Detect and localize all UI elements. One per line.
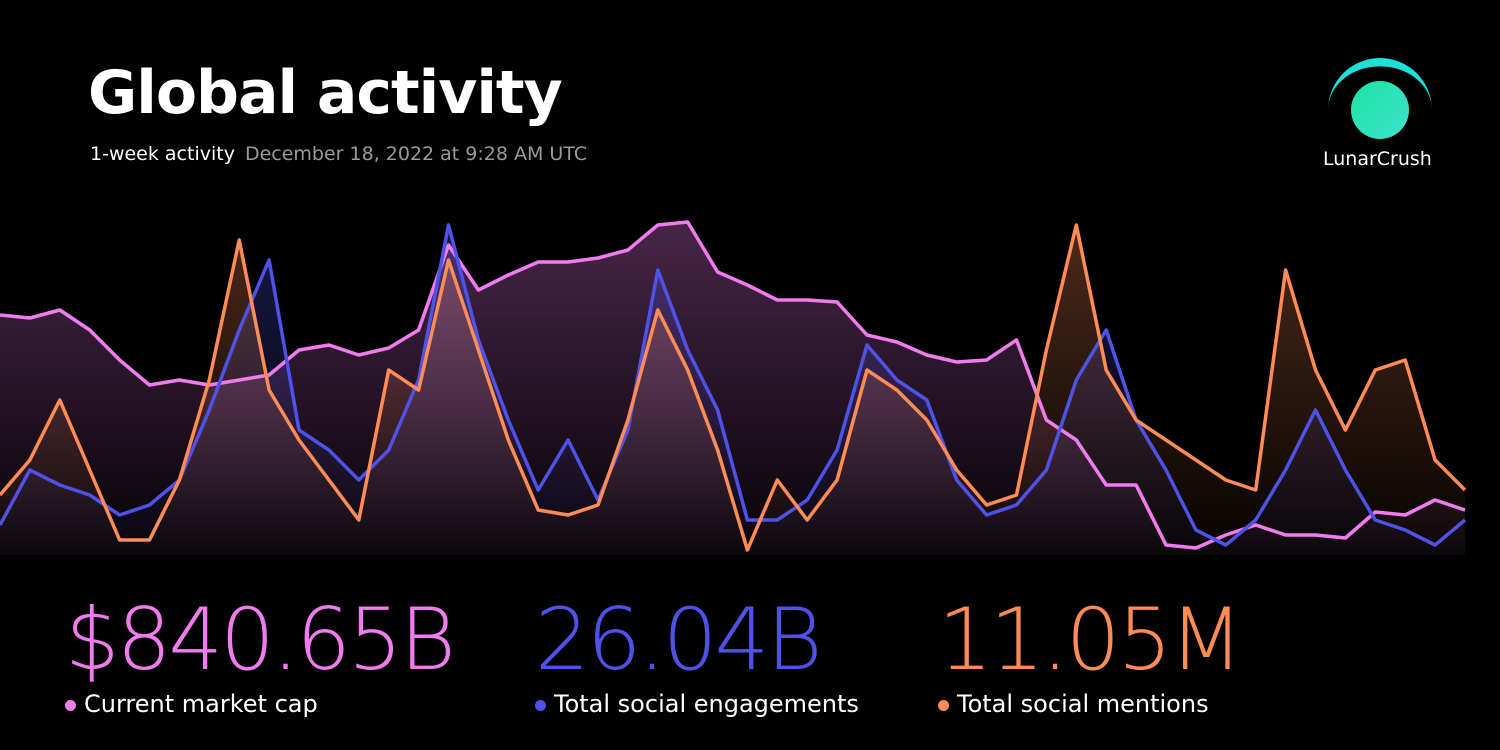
legend-label: Current market cap xyxy=(84,690,318,718)
logo-circle xyxy=(1351,81,1409,139)
subtitle-row: 1-week activity December 18, 2022 at 9:28… xyxy=(90,143,587,165)
legend-entry: Current market cap xyxy=(65,690,453,718)
stat-value: 11.05M xyxy=(938,590,1243,690)
logo xyxy=(1328,58,1432,139)
legend-label: Total social engagements xyxy=(554,690,859,718)
stat-value: 26.04B xyxy=(535,590,823,690)
legend-dot xyxy=(938,699,949,711)
series-line xyxy=(0,220,1466,550)
title: Global activity xyxy=(88,58,563,128)
date: December 18, 2022 at 9:28 AM UTC xyxy=(244,143,588,165)
legend-label: Total social mentions xyxy=(957,690,1209,718)
legend-entry: Total social mentions xyxy=(938,690,1240,718)
stat: 11.05M Total social mentions xyxy=(938,590,1243,718)
series-line xyxy=(0,223,1467,547)
legend-dot xyxy=(535,699,546,711)
chart xyxy=(0,220,1467,555)
legend-entry: Total social engagements xyxy=(535,690,859,718)
brand: LunarCrush xyxy=(1323,148,1432,170)
legend-dot xyxy=(65,699,76,711)
stat: 26.04B Total social engagements xyxy=(535,590,859,718)
stat-value: $840.65B xyxy=(65,590,456,690)
subtitle: 1-week activity xyxy=(90,143,235,165)
stat: $840.65B Current market cap xyxy=(65,590,456,718)
logo-arc xyxy=(1328,58,1432,110)
series-line xyxy=(0,223,1467,552)
